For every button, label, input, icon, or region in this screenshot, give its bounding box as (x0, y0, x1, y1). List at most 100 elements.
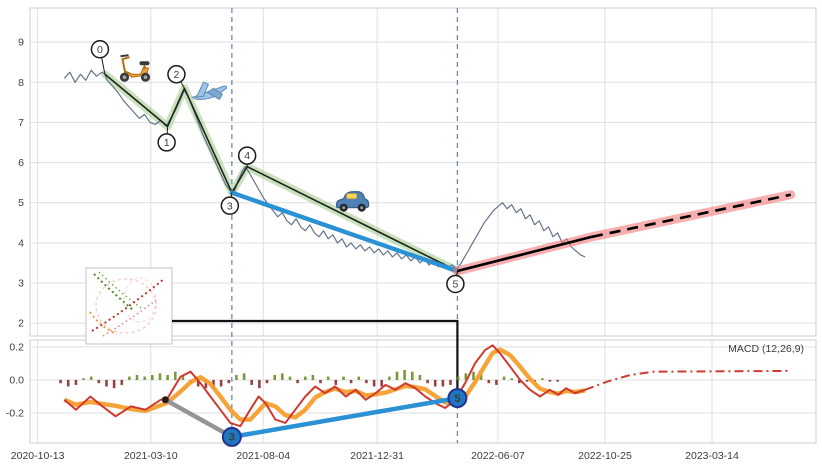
airplane-icon (191, 81, 228, 100)
y-tick-label: 8 (18, 77, 24, 89)
y-tick-label: 5 (18, 197, 24, 209)
macd-histogram-bar (204, 379, 208, 389)
scooter-fork (121, 56, 130, 75)
wave-marker-label: 3 (227, 200, 233, 212)
inset-minichart[interactable] (85, 267, 173, 345)
macd-histogram-bar (74, 379, 78, 385)
macd-histogram-bar (556, 379, 559, 382)
macd-histogram-bar (525, 379, 529, 382)
scooter-hub (122, 75, 127, 79)
plane-tail (195, 81, 210, 98)
macd-histogram-bar (464, 373, 468, 380)
macd-histogram-bar (472, 371, 475, 380)
scooter-seat (139, 61, 150, 66)
wave-marker-2[interactable] (167, 65, 186, 84)
macd-histogram-bar (349, 379, 353, 384)
macd-histogram-bar (135, 375, 139, 380)
macd-histogram-bar (518, 379, 521, 384)
macd-marker-label: 3 (229, 432, 235, 444)
macd-histogram-bar (82, 378, 85, 380)
wave-marker-label: 2 (174, 69, 180, 81)
macd-histogram-bar (456, 376, 460, 380)
car-hub (360, 206, 364, 210)
macd-marker-3[interactable] (221, 426, 242, 447)
plane-wing (206, 87, 224, 100)
macd-histogram-bar (59, 379, 62, 384)
macd-histogram-bar (342, 376, 345, 380)
macd-marker-5[interactable] (447, 388, 468, 409)
wave-marker-4[interactable] (237, 146, 257, 165)
wave-marker-5[interactable] (446, 274, 465, 294)
y-tick-label: 4 (18, 237, 24, 249)
macd-histogram-bar (166, 375, 169, 380)
macd-indicator-label: MACD (12,26,9) (728, 343, 804, 355)
macd-histogram-bar (541, 378, 544, 380)
car-icon (335, 191, 370, 212)
macd-histogram-bar (411, 371, 414, 380)
macd-histogram-bar (479, 373, 483, 380)
macd-histogram-bar (357, 376, 361, 380)
car-hub (342, 206, 346, 210)
macd-histogram-bar (174, 371, 177, 380)
wave-marker-label: 5 (452, 279, 458, 291)
macd-histogram-bar (143, 376, 146, 380)
macd-histogram-bar (235, 375, 238, 380)
macd-histogram-bar (502, 376, 506, 380)
macd-trend-dot (161, 396, 169, 404)
x-tick-label: 2021-08-04 (236, 450, 290, 462)
y-tick-label: 0.0 (9, 374, 24, 386)
scooter-icon (119, 54, 151, 82)
inset-pink-loop (95, 278, 157, 334)
wave-marker-1[interactable] (157, 133, 176, 152)
wave-marker-3[interactable] (220, 196, 240, 215)
y-tick-label: 2 (18, 318, 24, 330)
x-tick-label: 2022-06-07 (471, 450, 525, 462)
macd-histogram-bar (158, 373, 162, 380)
macd-histogram-bar (105, 379, 108, 387)
macd-histogram-bar (89, 376, 93, 380)
macd-histogram-bar (196, 379, 200, 387)
macd-panel-frame (29, 339, 817, 444)
x-tick-label: 2021-03-10 (124, 450, 178, 462)
price-trendline-3-5 (229, 190, 460, 274)
macd-histogram-bar (395, 371, 399, 380)
macd-histogram-bar (288, 376, 292, 380)
x-tick-label: 2020-10-13 (11, 450, 65, 462)
macd-histogram-bar (219, 379, 223, 387)
y-tick-label: 0.2 (9, 341, 24, 353)
macd-histogram-bar (495, 379, 498, 385)
macd-histogram-bar (296, 379, 299, 384)
macd-histogram-bar (281, 373, 284, 380)
connector-line (172, 319, 459, 390)
macd-histogram-bar (510, 378, 513, 380)
macd-histogram-bar (128, 376, 131, 380)
inset-red-curve (91, 278, 165, 332)
macd-histogram-bar (273, 375, 276, 380)
macd-trend-gray (163, 397, 235, 440)
car-window (346, 193, 358, 200)
inset-frame (85, 267, 173, 345)
macd-histogram-bar (250, 379, 253, 385)
price-line (63, 69, 586, 270)
scooter-handlebar (120, 54, 129, 58)
macd-histogram-bar (265, 379, 269, 384)
macd-histogram-bar (227, 379, 231, 384)
scooter-hub (143, 75, 148, 79)
macd-histogram-bar (258, 379, 261, 389)
macd-histogram-bar (212, 379, 215, 389)
y-tick-label: 6 (18, 157, 24, 169)
car-body (335, 191, 370, 209)
wave-marker-0[interactable] (90, 39, 110, 59)
macd-trendline-3-5 (229, 395, 460, 440)
macd-histogram-bar (449, 379, 452, 385)
macd-histogram-bar (319, 379, 322, 384)
macd-histogram-bar (112, 379, 116, 389)
x-tick-label: 2021-12-31 (350, 450, 404, 462)
macd-histogram-bar (441, 379, 445, 387)
macd-histogram-bar (548, 379, 552, 382)
macd-histogram-bar (304, 376, 307, 380)
macd-histogram-bar (151, 375, 154, 380)
macd-histogram-bar (365, 379, 368, 384)
inset-green-curve (93, 273, 135, 312)
